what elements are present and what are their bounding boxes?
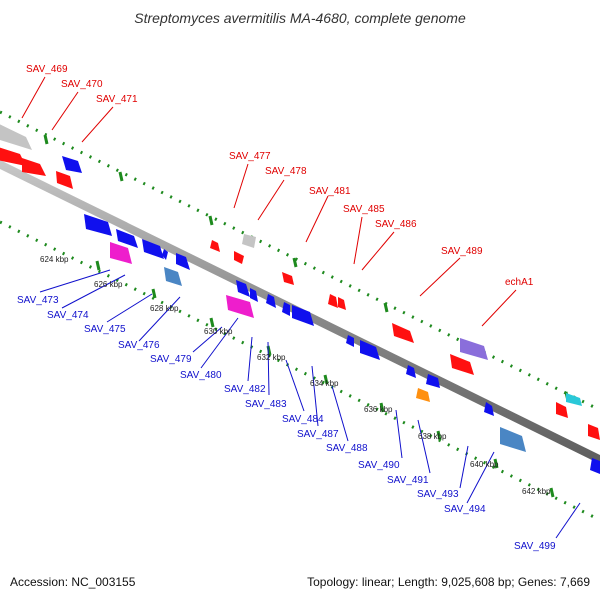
gene-label[interactable]: SAV_488 [326, 443, 368, 454]
upper-track-line [0, 110, 600, 412]
gene-label[interactable]: SAV_483 [245, 399, 287, 410]
scale-label: 642 kbp [522, 487, 551, 496]
gene-label[interactable]: SAV_481 [309, 186, 351, 197]
gene-label[interactable]: SAV_485 [343, 204, 385, 215]
gene-label[interactable]: echA1 [505, 277, 534, 288]
gene-label[interactable]: SAV_491 [387, 475, 429, 486]
gene-label[interactable]: SAV_475 [84, 324, 126, 335]
gene-label[interactable]: SAV_484 [282, 414, 324, 425]
scale-label: 626 kbp [94, 280, 123, 289]
scale-label: 636 kbp [364, 405, 393, 414]
upper-features [0, 124, 600, 440]
top-leader-lines [21, 76, 517, 327]
gene-label[interactable]: SAV_490 [358, 460, 400, 471]
gene-label[interactable]: SAV_470 [61, 79, 103, 90]
gene-label[interactable]: SAV_479 [150, 354, 192, 365]
top-gene-labels: SAV_469 SAV_470 SAV_471 SAV_477 SAV_478 … [26, 64, 534, 288]
gene-label[interactable]: SAV_480 [180, 370, 222, 381]
bottom-leader-lines [39, 269, 581, 539]
gene-label[interactable]: SAV_494 [444, 504, 486, 515]
scale-label: 624 kbp [40, 255, 69, 264]
gene-label[interactable]: SAV_477 [229, 151, 271, 162]
gene-feature-sav469 [0, 124, 32, 150]
gene-label[interactable]: SAV_478 [265, 166, 307, 177]
gene-label[interactable]: SAV_473 [17, 295, 59, 306]
gene-label[interactable]: SAV_487 [297, 429, 339, 440]
scale-label: 638 kbp [418, 432, 447, 441]
scale-label: 634 kbp [310, 379, 339, 388]
gene-label[interactable]: SAV_489 [441, 246, 483, 257]
genome-summary-label: Topology: linear; Length: 9,025,608 bp; … [307, 575, 590, 589]
scale-label: 632 kbp [257, 353, 286, 362]
scale-label: 640 kbp [470, 460, 499, 469]
accession-label: Accession: NC_003155 [10, 575, 136, 589]
gene-label[interactable]: SAV_476 [118, 340, 160, 351]
gene-label[interactable]: SAV_474 [47, 310, 89, 321]
gene-label[interactable]: SAV_486 [375, 219, 417, 230]
lower-features [84, 214, 600, 474]
scale-labels: 624 kbp 626 kbp 628 kbp 630 kbp 632 kbp … [40, 255, 551, 496]
page-title: Streptomyces avermitilis MA-4680, comple… [134, 10, 466, 26]
bottom-gene-labels: SAV_473 SAV_474 SAV_475 SAV_476 SAV_479 … [17, 295, 556, 552]
gene-label[interactable]: SAV_499 [514, 541, 556, 552]
scale-label: 628 kbp [150, 304, 179, 313]
gene-label[interactable]: SAV_482 [224, 384, 266, 395]
lower-track-line [0, 220, 600, 522]
scale-label: 630 kbp [204, 327, 233, 336]
gene-label[interactable]: SAV_471 [96, 94, 138, 105]
gene-label[interactable]: SAV_493 [417, 489, 459, 500]
gene-label[interactable]: SAV_469 [26, 64, 68, 75]
